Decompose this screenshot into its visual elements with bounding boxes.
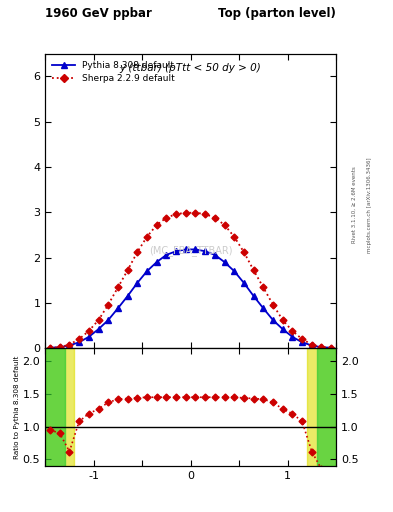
- Text: Rivet 3.1.10, ≥ 2.6M events: Rivet 3.1.10, ≥ 2.6M events: [352, 166, 357, 243]
- Bar: [317, 348, 336, 466]
- Bar: [45, 348, 64, 466]
- Text: 1960 GeV ppbar: 1960 GeV ppbar: [45, 8, 152, 20]
- Y-axis label: Ratio to Pythia 8.308 default: Ratio to Pythia 8.308 default: [14, 355, 20, 459]
- Text: y (ttbar) (pTtt < 50 dy > 0): y (ttbar) (pTtt < 50 dy > 0): [120, 62, 261, 73]
- Text: mcplots.cern.ch [arXiv:1306.3436]: mcplots.cern.ch [arXiv:1306.3436]: [367, 157, 373, 252]
- Text: (MC_FBA_TTBAR): (MC_FBA_TTBAR): [149, 246, 232, 257]
- Legend: Pythia 8.308 default, Sherpa 2.2.9 default: Pythia 8.308 default, Sherpa 2.2.9 defau…: [50, 58, 178, 86]
- Bar: [307, 348, 336, 466]
- Bar: [45, 348, 74, 466]
- Text: Top (parton level): Top (parton level): [218, 8, 336, 20]
